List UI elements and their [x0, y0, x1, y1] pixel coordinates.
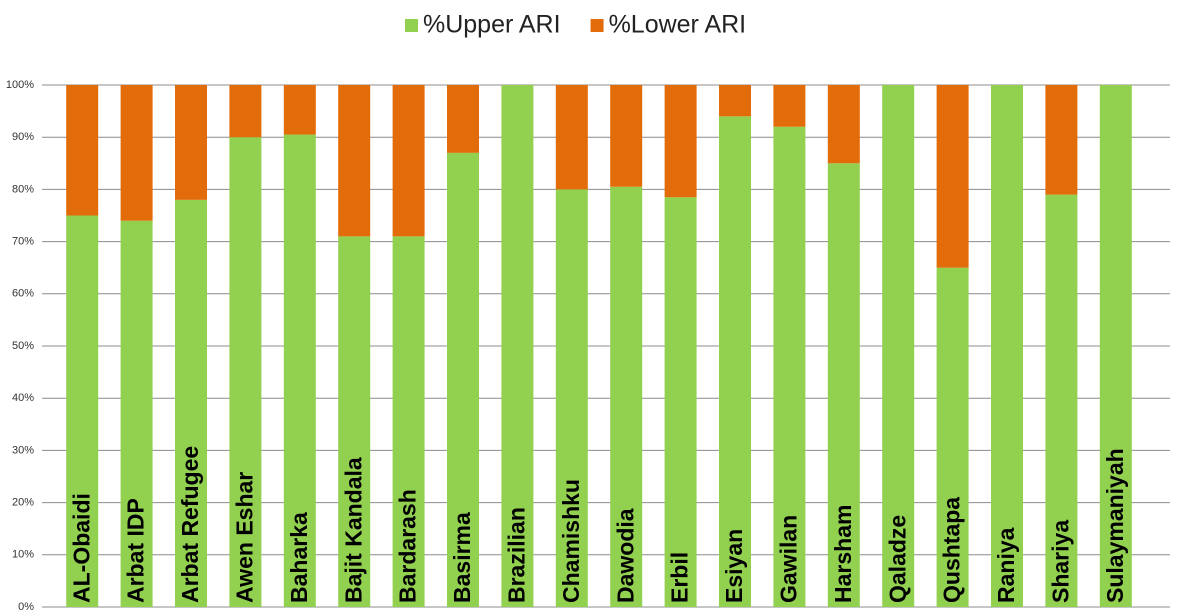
y-tick-label: 30%: [12, 444, 34, 456]
legend-label: %Upper ARI: [423, 11, 561, 39]
bar-segment: [936, 85, 969, 268]
y-tick-label: 80%: [12, 183, 34, 195]
bar-segment: [719, 116, 751, 607]
y-tick-label: 70%: [12, 236, 34, 248]
bar-segment: [1045, 194, 1078, 607]
bar-segment: [283, 134, 316, 607]
category-label: Gawilan: [775, 515, 801, 603]
bar-segment: [991, 85, 1023, 607]
bar-segment: [66, 215, 99, 607]
bar-segment: [664, 85, 697, 198]
y-tick-label: 50%: [12, 340, 34, 352]
bar-segment: [175, 85, 207, 200]
category-label: Raniya: [993, 527, 1019, 603]
bar-segment: [1045, 85, 1078, 195]
category-label: Shariya: [1047, 520, 1073, 603]
y-tick-label: 20%: [12, 497, 34, 509]
category-label: Chamishku: [558, 479, 584, 603]
y-tick-label: 100%: [6, 79, 34, 91]
category-label: Arbat Refugee: [177, 446, 203, 603]
bar-segment: [719, 85, 751, 117]
category-label: AL-Obaidi: [68, 493, 94, 603]
bar-segment: [773, 126, 806, 607]
legend-swatch: [405, 19, 418, 32]
bar-segment: [827, 163, 860, 608]
bar-segment: [447, 85, 479, 153]
bar-segment: [501, 85, 534, 607]
bar-segment: [555, 189, 588, 607]
category-label: Arbat IDP: [123, 498, 149, 603]
legend-swatch: [590, 19, 604, 32]
category-label: Sulaymaniyah: [1102, 448, 1128, 603]
bar-segment: [338, 236, 371, 607]
bar-segment: [936, 267, 969, 607]
y-tick-label: 0%: [18, 601, 34, 612]
bar-segment: [555, 85, 588, 190]
y-tick-label: 10%: [12, 549, 34, 561]
bar-segment: [338, 85, 371, 237]
category-label: Qaladze: [884, 515, 910, 603]
bar-segment: [610, 85, 643, 187]
category-label: Qushtapa: [939, 497, 965, 603]
bar-segment: [229, 137, 262, 607]
bar-segment: [283, 85, 316, 135]
category-label: Brazilian: [503, 507, 529, 603]
bar-segment: [773, 85, 806, 127]
category-label: Basirma: [449, 512, 475, 603]
category-label: Bajit Kandala: [340, 457, 366, 603]
bar-segment: [120, 85, 153, 221]
category-label: Dawodia: [612, 508, 638, 603]
y-tick-label: 60%: [12, 288, 34, 300]
category-label: Harsham: [830, 505, 856, 603]
bar-segment: [610, 186, 643, 608]
bar-segment: [664, 197, 697, 608]
category-label: Erbil: [667, 552, 693, 603]
bar-segment: [447, 152, 479, 608]
legend-label: %Lower ARI: [609, 11, 747, 39]
bar-segment: [827, 85, 860, 164]
bar-segment: [392, 236, 425, 607]
bar-segment: [882, 85, 915, 607]
category-label: Awen Eshar: [231, 472, 257, 603]
category-label: Bardarash: [395, 489, 421, 603]
bar-segment: [229, 85, 262, 138]
category-label: Baharka: [286, 512, 312, 603]
y-tick-label: 90%: [12, 131, 34, 143]
bar-segment: [66, 85, 99, 216]
category-label: Esiyan: [721, 529, 747, 603]
bar-segment: [175, 199, 207, 607]
y-tick-label: 40%: [12, 392, 34, 404]
bar-segment: [120, 220, 153, 607]
bar-segment: [392, 85, 425, 237]
bar-segment: [1099, 85, 1132, 607]
